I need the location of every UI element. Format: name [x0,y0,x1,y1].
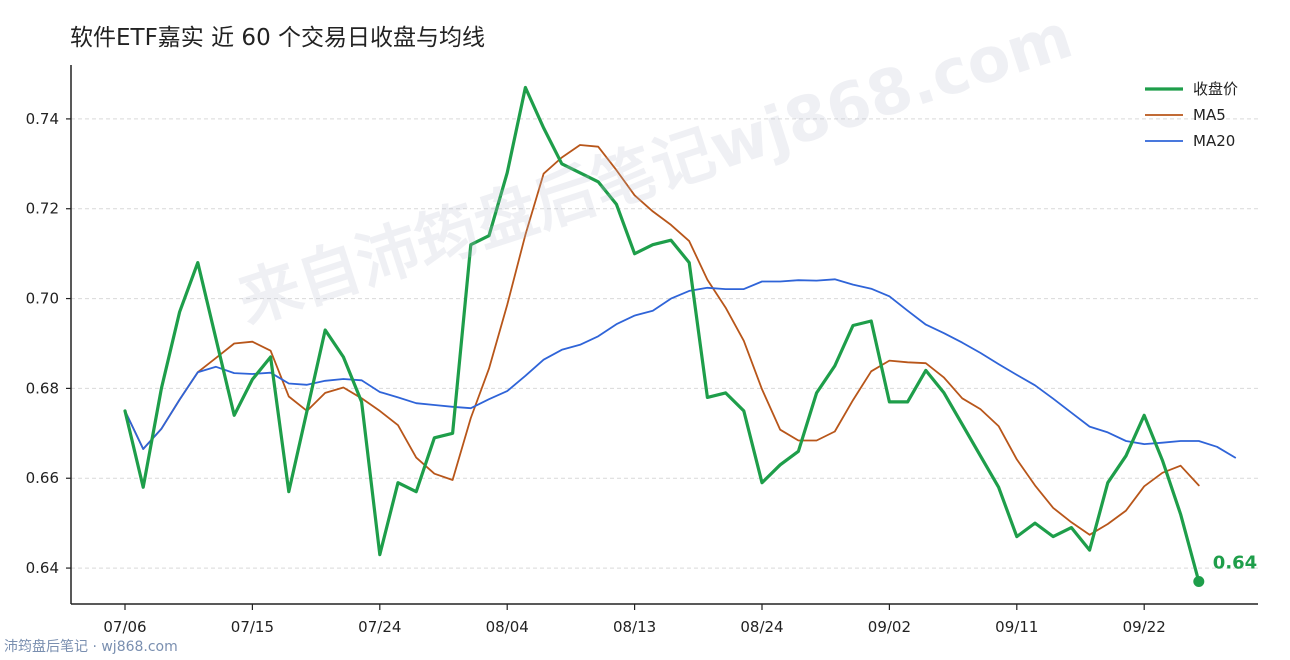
x-tick-label: 08/04 [486,618,529,636]
ma20-line [124,278,1237,459]
legend-label: MA20 [1193,132,1235,150]
y-tick-label: 0.68 [26,379,59,397]
x-tick-label: 07/24 [358,618,401,636]
grid-lines [71,118,1258,569]
legend: 收盘价 MA5 MA20 [1145,80,1238,150]
last-close-marker [1193,576,1205,588]
x-tick-label: 08/13 [613,618,656,636]
x-tick-label: 09/11 [995,618,1038,636]
legend-label: MA5 [1193,106,1226,124]
series-lines: 0.64 [123,85,1257,588]
last-close-label: 0.64 [1213,553,1257,574]
x-tick-label: 08/24 [740,618,783,636]
footer-credit: 沛筠盘后笔记 · wj868.com [4,639,178,655]
chart-title: 软件ETF嘉实 近 60 个交易日收盘与均线 [70,25,486,51]
y-tick-label: 0.66 [26,469,59,487]
ma5-line [124,144,1200,536]
x-tick-label: 09/22 [1123,618,1166,636]
y-tick-label: 0.70 [26,290,59,308]
axes: 0.64 0.66 0.68 0.70 0.72 0.74 07/06 07/15 07/24 0… [26,65,1258,636]
legend-label: 收盘价 [1193,80,1238,98]
x-tick-label: 09/02 [868,618,911,636]
y-tick-label: 0.72 [26,200,59,218]
x-tick-label: 07/06 [103,618,146,636]
y-tick-label: 0.64 [26,559,59,577]
x-tick-label: 07/15 [231,618,274,636]
y-tick-label: 0.74 [26,110,59,128]
close-price-line [123,85,1201,584]
